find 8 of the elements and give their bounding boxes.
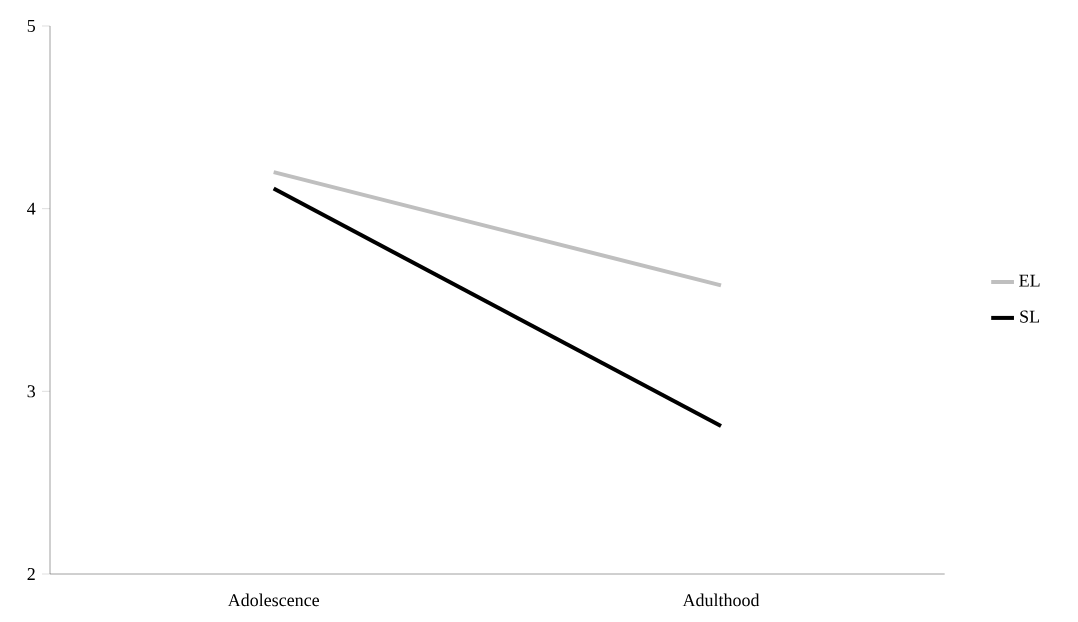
legend-label: EL xyxy=(1019,274,1040,287)
x-tick-label: Adulthood xyxy=(682,593,760,607)
y-tick-label: 2 xyxy=(27,568,35,580)
y-tick-label: 3 xyxy=(27,385,36,398)
y-tick-label: 5 xyxy=(27,20,36,32)
y-tick-label: 4 xyxy=(27,202,36,215)
x-tick-label: Adolescence xyxy=(227,593,320,607)
legend-label: SL xyxy=(1020,310,1040,323)
